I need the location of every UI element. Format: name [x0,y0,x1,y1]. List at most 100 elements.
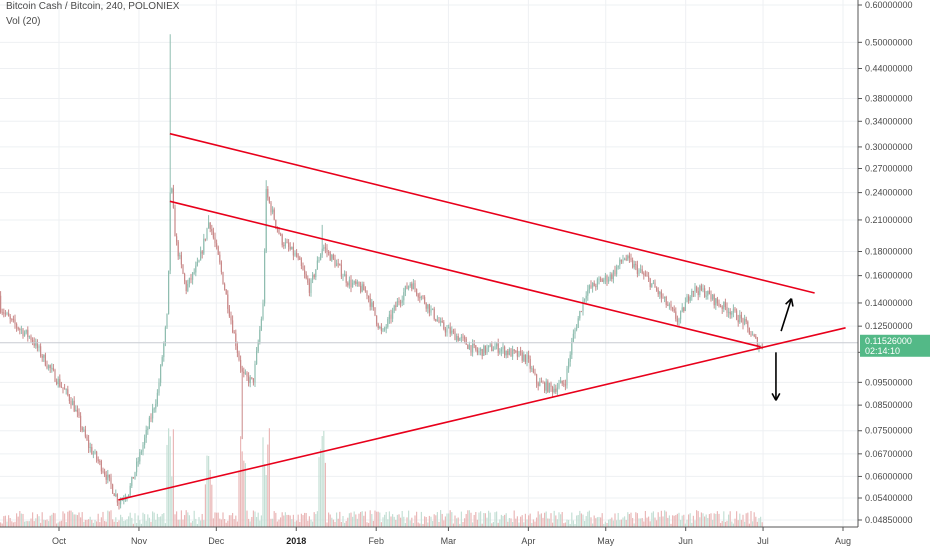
volume-bar [252,510,254,527]
volume-bar [292,514,294,527]
volume-bar [630,512,632,527]
volume-bar [484,513,486,527]
candle-body [504,346,506,356]
candle-body [118,502,120,505]
volume-bar [411,517,413,527]
candle-body [475,345,477,350]
volume-bar [233,519,235,527]
volume-bar [617,512,619,527]
candle-body [6,312,8,314]
candle-body [83,429,85,431]
candle-body [225,289,227,295]
volume-bar [556,519,558,527]
candle-body [446,328,448,333]
candle-body [601,279,603,282]
volume-bar [94,519,96,527]
volume-bar [68,510,70,527]
volume-bar [315,514,317,527]
volume-bar [329,514,331,527]
volume-bar [689,513,691,527]
volume-bar [323,430,325,527]
volume-bar [256,517,258,527]
candle-body [516,350,518,357]
candle-body [217,246,219,255]
volume-bar [193,510,195,527]
volume-bar [643,521,645,527]
candle-body [609,274,611,280]
candle-body [236,346,238,353]
volume-bar [152,511,154,527]
candle-body [488,345,490,348]
candle-body [400,302,402,304]
volume-bar [704,516,706,527]
candle-body [240,359,242,369]
volume-bar [105,521,107,527]
volume-bar [192,520,194,527]
candle-body [697,291,699,295]
volume-bar [0,522,2,527]
candle-body [753,334,755,337]
volume-bar [475,511,477,527]
y-tick-label: 0.07500000 [865,426,913,436]
volume-bar [553,510,555,527]
volume-bar [460,511,462,527]
volume-bar [737,520,739,527]
volume-bar [124,520,126,527]
candle-body [230,316,232,321]
volume-bar [548,518,550,527]
candle-body [32,340,34,342]
candle-body [9,316,11,319]
volume-bar [609,518,611,527]
candle-body [129,485,131,495]
volume-bar [321,436,323,527]
candle-body [668,304,670,306]
candle-body [656,287,658,291]
y-tick-label: 0.18000000 [865,247,913,257]
arrow-breakdown-down [771,352,781,401]
candle-body [150,417,152,419]
volume-bar [227,520,229,527]
volume-bar [374,510,376,527]
volume-bar [92,522,94,527]
volume-bar [272,518,274,527]
volume-bar [691,522,693,527]
x-tick-label: Apr [521,536,535,546]
y-tick-label: 0.60000000 [865,0,913,10]
volume-bar [505,513,507,527]
volume-bar [350,512,352,527]
candle-body [710,294,712,300]
volume-bar [368,522,370,527]
volume-bar [73,514,75,527]
volume-bar [116,522,118,527]
candle-body [670,304,672,308]
candle-body [278,229,280,235]
candle-body [139,452,141,462]
volume-bar [516,516,518,527]
y-tick-label: 0.44000000 [865,64,913,74]
candle-body [267,189,269,198]
volume-bar [393,516,395,527]
volume-bar [286,514,288,527]
x-tick-label: Jul [757,536,769,546]
candle-body [92,453,94,455]
candle-body [638,269,640,274]
candle-body [542,382,544,384]
candle-body [628,255,630,259]
volume-bar [587,511,589,527]
arrow-shaft [780,298,793,332]
candle-body [88,439,90,448]
volume-bar [216,512,218,527]
candle-body [595,286,597,288]
candle-body [283,245,285,247]
candle-body [203,238,205,254]
volume-bar [380,522,382,527]
candle-body [320,254,322,261]
volume-bar [396,514,398,527]
volume-bar [604,521,606,527]
volume-bar [348,513,350,527]
candle-body [728,311,730,313]
volume-bar [670,523,672,527]
volume-bar [550,513,552,527]
candle-body [94,451,96,454]
